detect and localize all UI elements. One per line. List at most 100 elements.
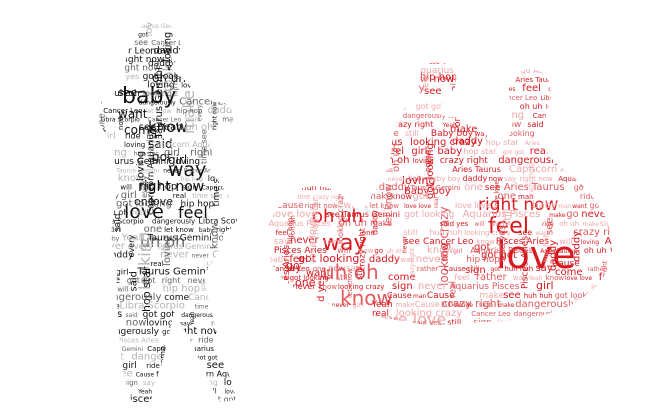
right_cloud-word: make [396, 301, 415, 309]
right_cloud-word: ride [587, 183, 605, 193]
right_cloud-word: dangerously love [514, 310, 574, 318]
right_cloud-word: Cause [427, 291, 455, 301]
left_cloud-word: dangerously [181, 312, 218, 319]
left_cloud-word: hip hop [140, 182, 177, 193]
right_cloud-word: Yeah [442, 122, 457, 129]
right_cloud-word: Yeah [301, 317, 325, 328]
left_cloud-word: got [200, 281, 207, 291]
left_cloud-word: will [117, 286, 129, 294]
right_cloud-word: Pisces Aries [274, 246, 327, 256]
right_cloud-word: still [405, 129, 419, 138]
right_cloud-word: Baby boy [431, 129, 474, 139]
right_cloud-word: say [346, 264, 362, 274]
left_cloud-word: never [163, 168, 181, 175]
left_cloud-word: baby [104, 236, 119, 243]
left_cloud-word: ride [198, 336, 214, 345]
right_cloud-word: girl [282, 184, 293, 192]
right_cloud-word: still [447, 318, 461, 327]
left_cloud-word: uh oh [239, 227, 256, 234]
left_cloud-word: Capricorn Aquarius [151, 140, 227, 149]
left_cloud-word: right [227, 192, 244, 200]
right_cloud-word: crazy right [313, 194, 346, 201]
left_cloud-word: go [162, 328, 171, 336]
left_cloud-word: say [143, 379, 155, 387]
right_cloud-word: still [355, 266, 364, 280]
right_cloud-word: make [543, 319, 562, 327]
right_cloud-word: Aries Taurus [540, 248, 577, 255]
right_cloud-word: looking crazy [437, 206, 451, 286]
left_cloud-word: loving [96, 379, 117, 387]
left_cloud-word: right [216, 226, 233, 234]
right_cloud-word: go [521, 66, 531, 75]
left_cloud-word: loving [240, 234, 267, 244]
right_cloud-word: feel [276, 229, 289, 237]
right_cloud-word: way [268, 89, 279, 109]
right_cloud-word: Taurus Gemini [342, 210, 400, 219]
right_cloud-word: right now [603, 65, 650, 76]
right_cloud-word: one [498, 191, 517, 202]
left_cloud-word: daddy [224, 74, 243, 81]
right_cloud-word: know [340, 286, 393, 310]
left_cloud-word: right [162, 276, 181, 285]
right_cloud-word: Aquarius Pisces [326, 84, 388, 93]
right_cloud-word: never [274, 158, 292, 165]
left_cloud-word: baby [227, 361, 247, 370]
left_cloud-word: Pisces Aries [118, 337, 160, 345]
right_cloud-word: rather [417, 265, 439, 273]
left_cloud-word: let know [164, 226, 194, 234]
left_cloud-word: hop star [134, 151, 159, 158]
right_cloud-word: hip hop [420, 72, 457, 83]
right_cloud-word: got looking [555, 291, 600, 300]
left_cloud-word: Cancer Leo [148, 117, 182, 124]
right_cloud-word: got [474, 242, 490, 253]
left_cloud-word: time see [195, 304, 221, 311]
right_cloud-word: looking crazy [269, 173, 335, 184]
left_cloud-word: see [115, 369, 133, 380]
right_cloud-word: hip hop [358, 149, 381, 156]
right_cloud-word: uh oh [276, 137, 304, 148]
left_cloud-word: uh oh [114, 89, 139, 99]
left_cloud-word: dangerously [152, 218, 195, 226]
right_cloud-word: right now [305, 202, 338, 210]
right_cloud-word: baby [432, 338, 516, 378]
right_cloud-word: right now [543, 129, 586, 139]
right_cloud-word: Libra Scorpio [352, 58, 398, 66]
left_cloud-word: Libra Scorpio [119, 301, 184, 312]
right_cloud-word: feel [588, 93, 603, 102]
left_cloud-word: Cause [136, 372, 155, 379]
right_cloud-word: now [305, 122, 317, 129]
right_cloud-word: will [337, 246, 350, 255]
left_cloud-word: Yeah [121, 233, 145, 244]
right_cloud-word: Cancer Leo [601, 318, 646, 327]
left_cloud-word: make [98, 302, 120, 311]
right_cloud-word: Capricorn Aquarius [307, 137, 402, 148]
left_cloud-word: feel [156, 371, 169, 379]
right_cloud-word: feel [488, 214, 529, 239]
left_cloud-word: Cancer Leo [103, 107, 142, 115]
right_cloud-word: hop star [495, 58, 524, 66]
right_cloud-word: Cause [552, 259, 580, 269]
right_cloud-word: sign [591, 131, 604, 138]
left_cloud-word: make [161, 56, 176, 92]
right_cloud-word: hop star [262, 174, 269, 199]
right_cloud-word: crazy right [358, 228, 367, 271]
left_cloud-word: Pisces Aries [185, 47, 238, 57]
left_cloud-word: time see [192, 192, 222, 200]
left_cloud-word: girl [164, 148, 180, 159]
left_cloud-word: see [189, 391, 196, 402]
left_cloud-word: girl [99, 202, 109, 209]
left_cloud-word: sign [223, 30, 242, 40]
left_cloud-word: uh oh [140, 232, 185, 251]
right_cloud-word: Cancer Leo [582, 146, 638, 157]
right_cloud-word: way [513, 274, 527, 282]
left_cloud-word: let know [159, 380, 185, 387]
right_cloud-word: one [464, 182, 483, 193]
right_cloud-word: girl [352, 301, 363, 309]
right_cloud-word: make [367, 192, 392, 202]
left_cloud-word: see [118, 86, 137, 99]
left_cloud-word: Yeah [98, 65, 115, 73]
left_cloud-word: never [192, 253, 210, 260]
right_cloud-word: daddy [369, 254, 400, 265]
left_cloud-word: right now [222, 80, 269, 91]
right_cloud-word: crazy right [409, 247, 416, 280]
